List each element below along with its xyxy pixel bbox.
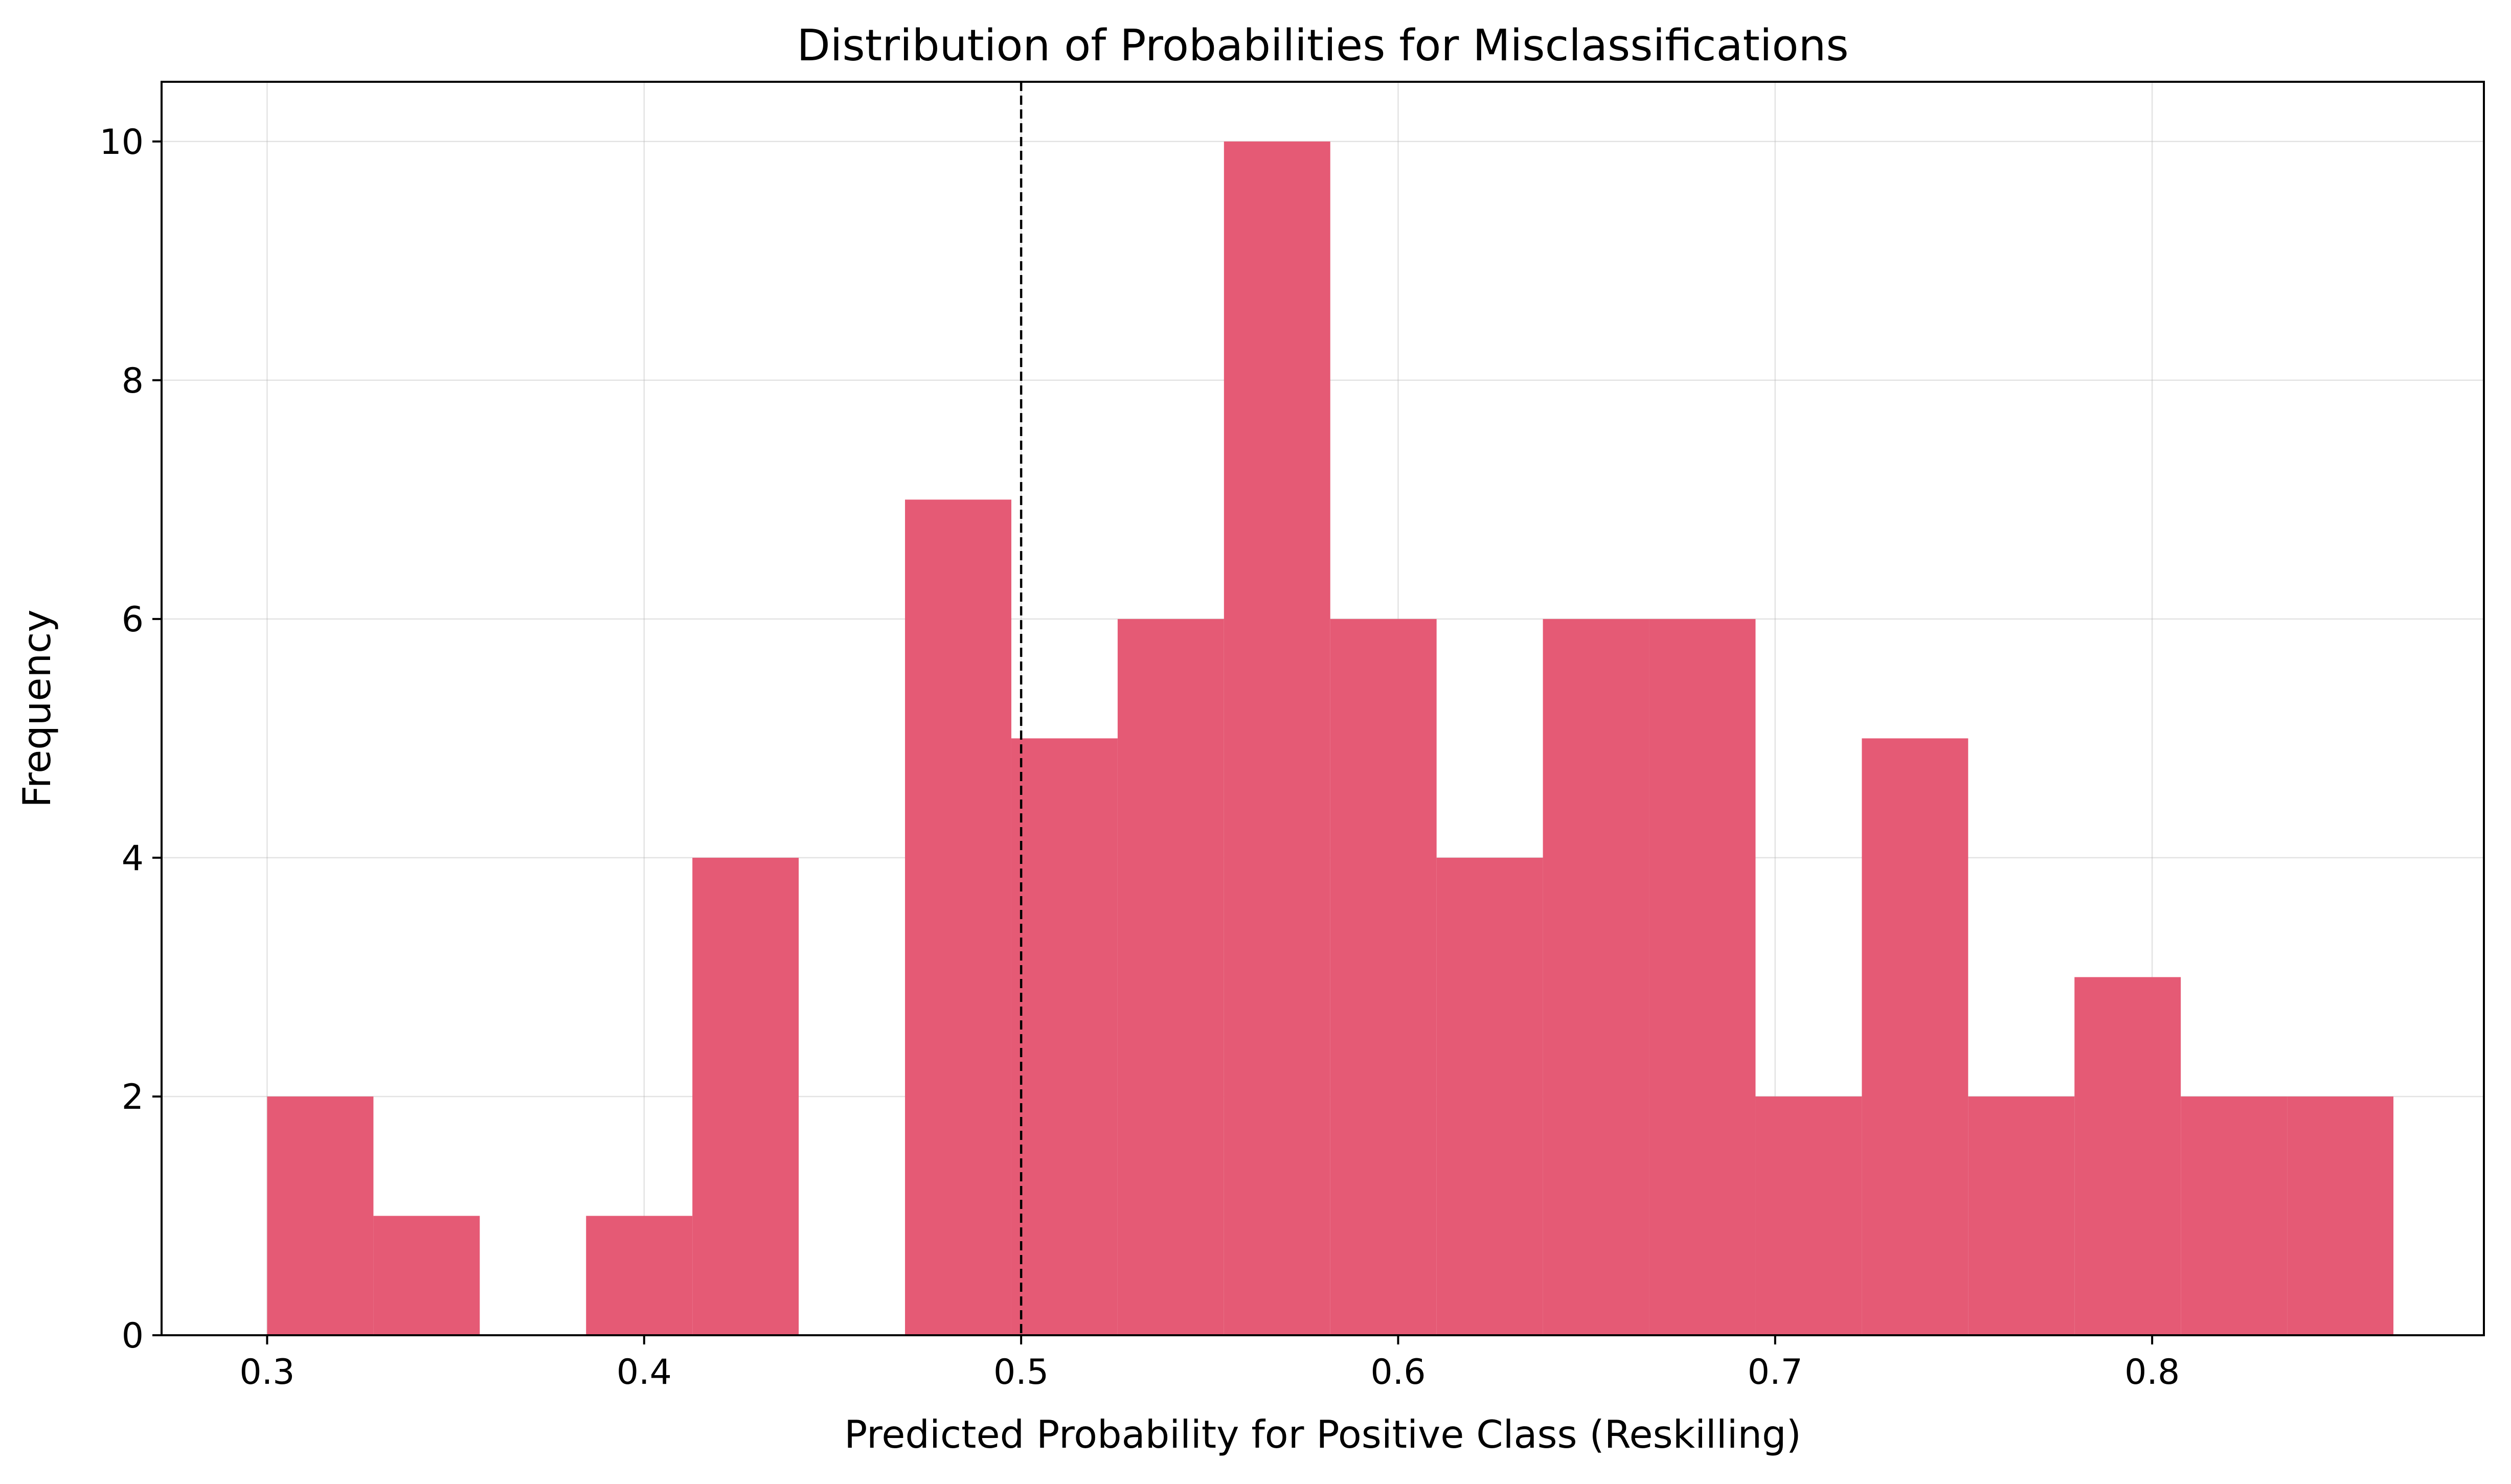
y-tick-label-3: 6 bbox=[122, 600, 144, 640]
histogram-bar-7 bbox=[1011, 738, 1118, 1335]
x-tick-label-1: 0.4 bbox=[617, 1352, 672, 1392]
y-axis-ticks: 0 2 4 6 8 10 bbox=[99, 122, 162, 1356]
y-axis-label: Frequency bbox=[14, 609, 59, 807]
x-tick-label-2: 0.5 bbox=[993, 1352, 1049, 1392]
axes-frame bbox=[161, 81, 2485, 1336]
y-tick-label-1: 2 bbox=[122, 1077, 144, 1117]
histogram-bar-15 bbox=[1862, 738, 1969, 1335]
histogram-bar-13 bbox=[1649, 619, 1756, 1335]
x-axis-label: Predicted Probability for Positive Class… bbox=[844, 1412, 1801, 1457]
x-tick-label-5: 0.8 bbox=[2124, 1352, 2180, 1392]
x-tick-label-3: 0.6 bbox=[1370, 1352, 1426, 1392]
y-tick-label-0: 0 bbox=[122, 1316, 144, 1356]
histogram-bar-8 bbox=[1117, 619, 1224, 1335]
histogram-bar-6 bbox=[905, 499, 1011, 1336]
y-tick-label-4: 8 bbox=[122, 361, 144, 401]
x-axis-ticks: 0.3 0.4 0.5 0.6 0.7 0.8 bbox=[239, 1335, 2180, 1392]
histogram-bar-0 bbox=[267, 1096, 374, 1335]
histogram-bar-18 bbox=[2181, 1096, 2288, 1335]
x-tick-label-4: 0.7 bbox=[1748, 1352, 1803, 1392]
y-tick-label-2: 4 bbox=[122, 838, 144, 879]
histogram-bar-9 bbox=[1224, 141, 1330, 1335]
y-tick-label-5: 10 bbox=[99, 122, 144, 163]
histogram-bar-19 bbox=[2287, 1096, 2394, 1335]
histogram-bar-4 bbox=[692, 857, 799, 1335]
histogram-bar-10 bbox=[1330, 619, 1437, 1335]
histogram-bar-14 bbox=[1755, 1096, 1862, 1335]
bars-layer bbox=[267, 141, 2394, 1336]
x-tick-label-0: 0.3 bbox=[239, 1352, 295, 1392]
histogram-bar-11 bbox=[1436, 857, 1543, 1335]
histogram-bar-3 bbox=[586, 1216, 693, 1335]
histogram-bar-12 bbox=[1543, 619, 1649, 1335]
histogram-bar-17 bbox=[2074, 977, 2181, 1335]
histogram-bar-1 bbox=[373, 1216, 480, 1335]
chart-title: Distribution of Probabilities for Miscla… bbox=[797, 20, 1848, 71]
histogram-bar-16 bbox=[1968, 1096, 2075, 1335]
